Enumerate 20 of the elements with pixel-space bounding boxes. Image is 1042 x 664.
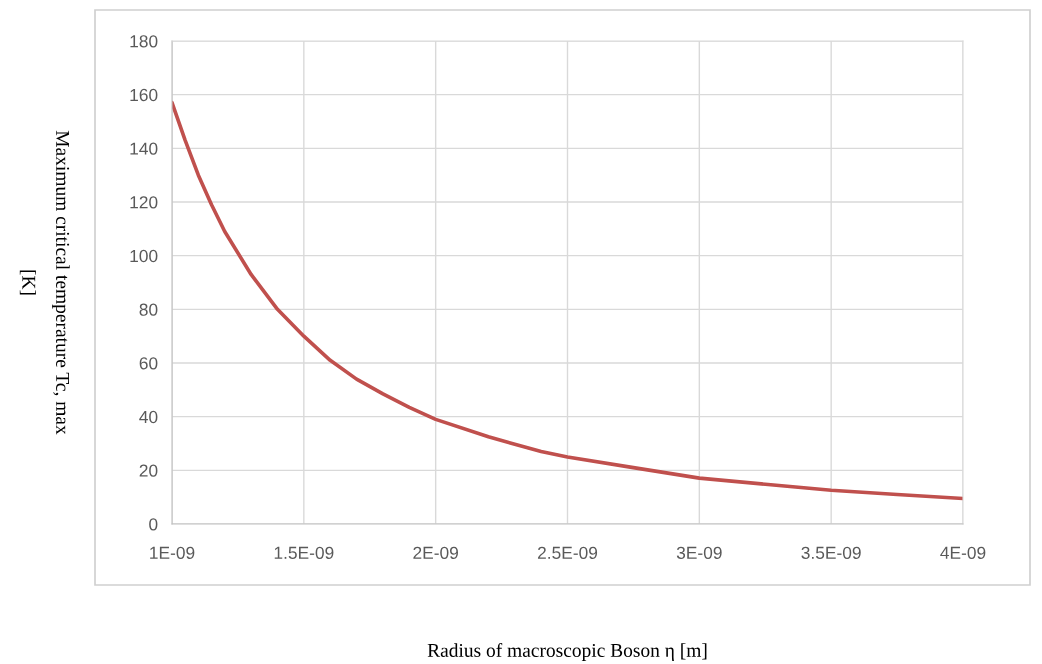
y-tick-label: 60 [139,357,158,370]
y-tick-label: 80 [139,303,158,316]
y-tick-label: 140 [130,142,158,155]
x-tick-label: 1E-09 [150,546,195,559]
x-tick-label: 2E-09 [413,546,459,559]
y-axis-title: Maximum critical temperature Tc, max [K] [19,130,70,435]
y-tick-label: 40 [139,410,158,424]
x-tick-label: 4E-09 [940,546,986,559]
x-tick-label: 2.5E-09 [537,546,598,559]
line-series [172,100,963,501]
y-tick-label: 100 [130,249,158,263]
x-tick-label: 3E-09 [676,546,722,559]
x-tick-label: 1.5E-09 [274,546,334,559]
y-tick-label: 160 [130,88,158,102]
y-tick-label: 20 [139,464,158,477]
x-tick-label: 3.5E-09 [801,546,861,559]
y-tick-label: 120 [130,196,158,209]
y-tick-label: 0 [149,518,158,531]
y-tick-label: 180 [130,35,158,48]
x-axis-title: Radius of macroscopic Boson η [m] [427,643,707,661]
